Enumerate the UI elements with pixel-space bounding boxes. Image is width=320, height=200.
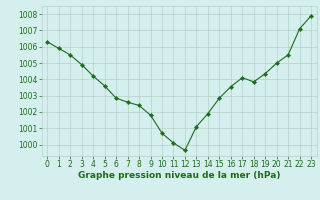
X-axis label: Graphe pression niveau de la mer (hPa): Graphe pression niveau de la mer (hPa): [78, 171, 280, 180]
